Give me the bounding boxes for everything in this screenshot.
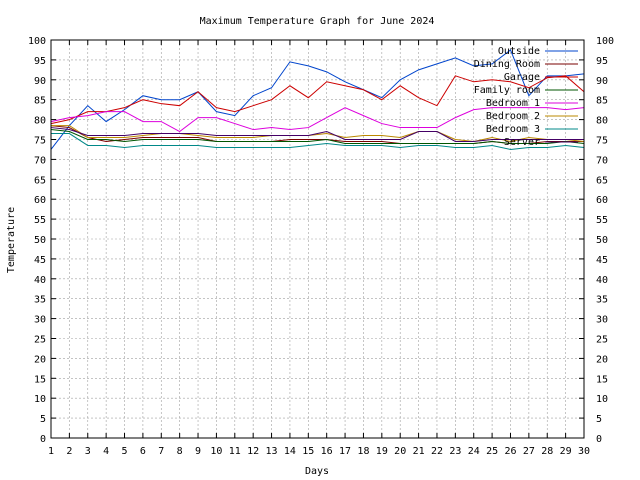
series-line-bedroom-2 (51, 125, 585, 143)
y-tick-label: 70 (34, 155, 46, 166)
y-tick-label: 50 (34, 235, 46, 246)
legend-label-bedroom-2: Bedroom 2 (486, 111, 540, 122)
y-tick-label: 30 (34, 315, 46, 326)
series-line-family-room (50, 129, 585, 144)
y-tick-label-right: 80 (596, 116, 608, 127)
legend-label-garage: Garage (504, 72, 540, 83)
x-tick-label: 27 (523, 446, 535, 457)
x-tick-label: 18 (357, 446, 369, 457)
series-line-bedroom-3 (51, 133, 585, 150)
y-tick-label-right: 90 (596, 76, 608, 87)
x-tick-label: 22 (431, 446, 443, 457)
y-tick-label: 10 (34, 394, 46, 405)
x-tick-label: 13 (266, 446, 278, 457)
x-tick-label: 4 (103, 446, 109, 457)
y-tick-label: 5 (40, 414, 46, 425)
y-tick-label: 45 (34, 255, 46, 266)
y-tick-label-right: 85 (596, 96, 608, 107)
legend-label-family-room: Family room (474, 85, 540, 96)
legend-label-server: Server (504, 137, 540, 148)
y-tick-label-right: 0 (596, 434, 602, 445)
y-tick-label-right: 15 (596, 374, 608, 385)
y-tick-label: 15 (34, 374, 46, 385)
x-tick-label: 10 (210, 446, 222, 457)
y-tick-label-right: 40 (596, 275, 608, 286)
y-tick-label-right: 50 (596, 235, 608, 246)
x-tick-label: 24 (468, 446, 480, 457)
y-tick-label: 85 (34, 96, 46, 107)
x-tick-label: 6 (140, 446, 146, 457)
y-tick-label-right: 10 (596, 394, 608, 405)
y-tick-label: 20 (34, 354, 46, 365)
y-tick-label: 95 (34, 56, 46, 67)
y-tick-label: 100 (28, 36, 46, 47)
y-tick-label: 0 (40, 434, 46, 445)
x-tick-label: 14 (284, 446, 296, 457)
y-tick-label: 90 (34, 76, 46, 87)
x-tick-label: 16 (321, 446, 333, 457)
x-tick-label: 25 (486, 446, 498, 457)
x-tick-label: 9 (195, 446, 201, 457)
y-tick-label: 35 (34, 295, 46, 306)
y-tick-label-right: 35 (596, 295, 608, 306)
x-tick-label: 15 (302, 446, 314, 457)
x-axis-title: Days (305, 466, 329, 477)
x-tick-label: 23 (449, 446, 461, 457)
x-tick-label: 30 (578, 446, 590, 457)
x-tick-label: 7 (158, 446, 164, 457)
y-tick-label-right: 60 (596, 195, 608, 206)
x-tick-label: 17 (339, 446, 351, 457)
x-tick-label: 5 (122, 446, 128, 457)
series-lines (50, 49, 585, 150)
y-tick-label-right: 65 (596, 175, 608, 186)
y-tick-label: 80 (34, 116, 46, 127)
x-tick-label: 29 (560, 446, 572, 457)
y-tick-label-right: 95 (596, 56, 608, 67)
x-tick-label: 20 (394, 446, 406, 457)
y-tick-label: 60 (34, 195, 46, 206)
y-tick-label-right: 45 (596, 255, 608, 266)
x-tick-label: 1 (48, 446, 54, 457)
y-tick-label-right: 100 (596, 36, 614, 47)
y-tick-label-right: 25 (596, 335, 608, 346)
x-tick-label: 2 (66, 446, 72, 457)
legend-label-outside: Outside (498, 46, 540, 57)
x-tick-label: 19 (376, 446, 388, 457)
x-tick-label: 11 (229, 446, 241, 457)
y-tick-label-right: 5 (596, 414, 602, 425)
y-tick-label-right: 30 (596, 315, 608, 326)
y-tick-label: 55 (34, 215, 46, 226)
legend: Outside Dining Room Garage Family room Bedro… (474, 46, 578, 148)
x-tick-label: 26 (504, 446, 516, 457)
y-tick-label: 75 (34, 136, 46, 147)
y-tick-label: 25 (34, 335, 46, 346)
x-tick-label: 28 (541, 446, 553, 457)
y-tick-label-right: 55 (596, 215, 608, 226)
series-line-bedroom-1 (50, 107, 585, 133)
x-tick-label: 3 (85, 446, 91, 457)
plot-frame (50, 39, 585, 439)
x-tick-label: 12 (247, 446, 259, 457)
y-axis-title: Temperature (6, 207, 17, 273)
x-tick-label: 21 (413, 446, 425, 457)
series-line-garage (50, 75, 585, 125)
y-tick-label: 40 (34, 275, 46, 286)
legend-label-dining-room: Dining Room (474, 59, 540, 70)
y-tick-label-right: 20 (596, 354, 608, 365)
y-tick-label-right: 75 (596, 136, 608, 147)
legend-label-bedroom-3: Bedroom 3 (486, 124, 540, 135)
series-line-server (50, 127, 584, 142)
y-tick-label: 65 (34, 175, 46, 186)
legend-label-bedroom-1: Bedroom 1 (486, 98, 540, 109)
chart-title: Maximum Temperature Graph for June 2024 (200, 16, 435, 27)
series-line-outside (50, 49, 585, 150)
y-tick-label-right: 70 (596, 155, 608, 166)
x-tick-label: 8 (177, 446, 183, 457)
